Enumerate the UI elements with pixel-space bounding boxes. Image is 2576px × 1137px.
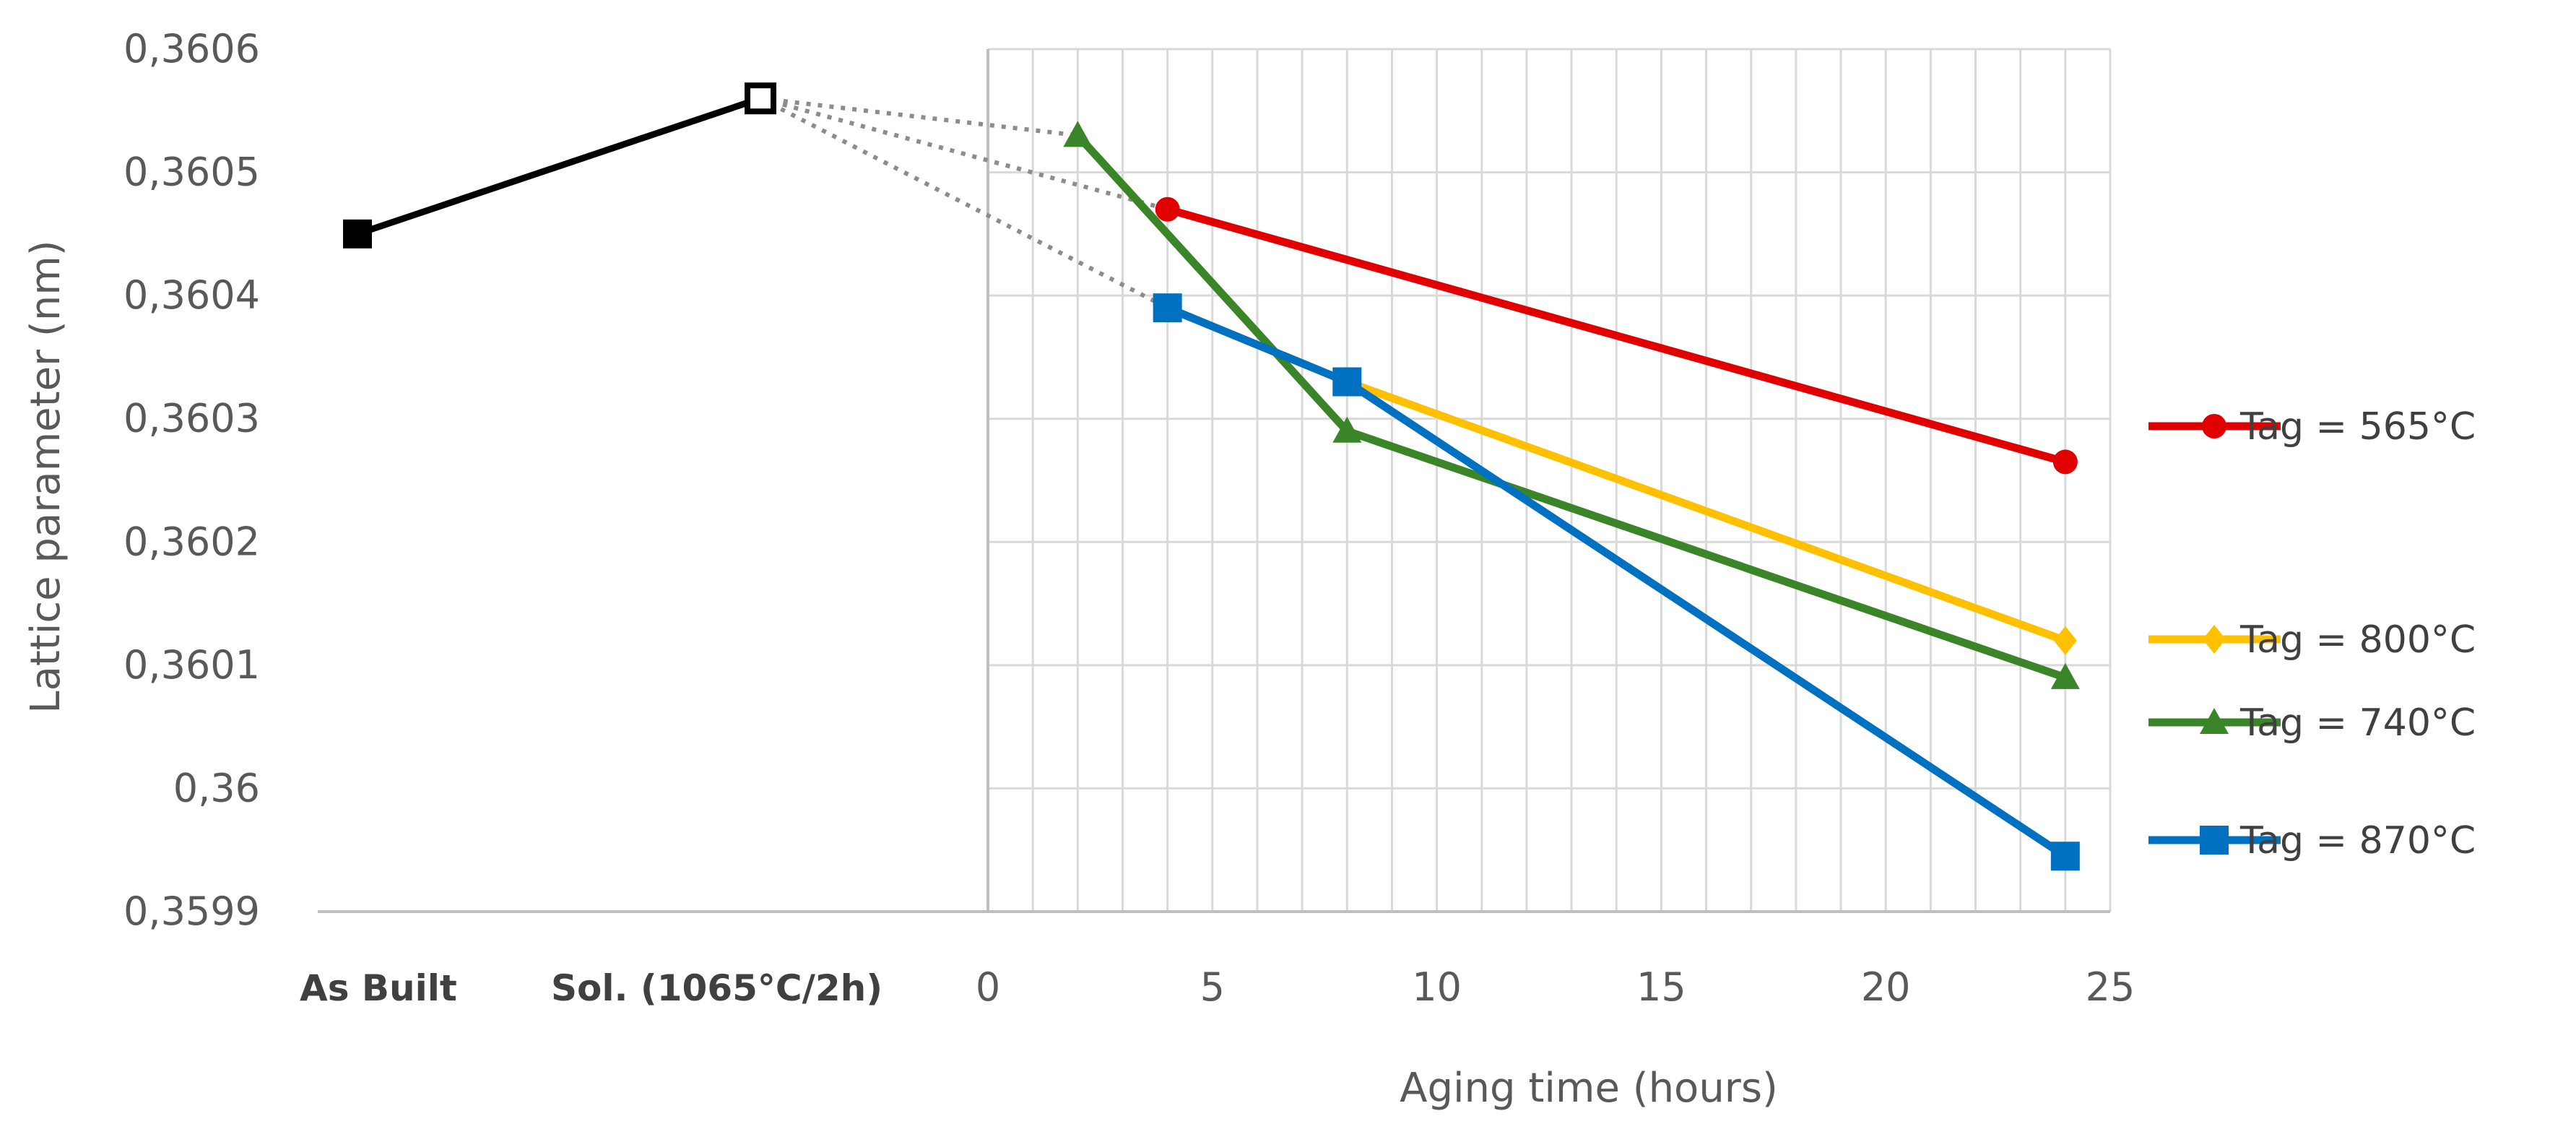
y-tick-label: 0,3604 (123, 272, 260, 318)
sol-marker (745, 82, 776, 115)
series-lines (343, 82, 2080, 871)
x-tick-label: 0 (976, 964, 1000, 1010)
dotted-connector (759, 96, 1169, 310)
legend-label: Tag = 800°C (2239, 618, 2476, 662)
legend: Tag = 565°C Tag = 800°C Tag = 740°C Tag = 8… (2148, 405, 2476, 863)
x-tick-label: 10 (1412, 964, 1462, 1010)
as-built-marker (343, 219, 372, 248)
legend-label: Tag = 870°C (2239, 819, 2476, 863)
square-series-point (1153, 293, 1182, 323)
legend-marker (2202, 414, 2226, 438)
y-tick-label: 0,36 (173, 765, 260, 810)
legend-marker (2200, 708, 2229, 734)
y-tick-label: 0,3603 (123, 396, 260, 441)
axes (318, 49, 2110, 913)
dotted-connector (760, 96, 1168, 212)
circle-series-point (1155, 196, 1180, 222)
y-tick-labels: 0,3599 0,36 0,3601 0,3602 0,3603 0,3604 0,3605… (123, 26, 260, 934)
square-series-point (2050, 842, 2080, 871)
legend-marker (2203, 625, 2226, 654)
category-label: Sol. (1065°C/2h) (551, 967, 882, 1009)
dotted-connector (760, 96, 1078, 138)
x-tick-label: 25 (2086, 964, 2135, 1010)
category-labels: As Built Sol. (1065°C/2h) (300, 967, 882, 1009)
plot-grid (988, 48, 2112, 912)
y-tick-label: 0,3605 (123, 150, 260, 195)
category-label: As Built (300, 967, 457, 1009)
dotted-connectors (759, 96, 1169, 310)
x-tick-label: 5 (1200, 964, 1225, 1010)
x-tick-labels: 0 5 10 15 20 25 (976, 964, 2135, 1010)
triangle-series-point (1063, 121, 1093, 147)
y-tick-label: 0,3599 (123, 889, 260, 934)
diamond-series-point (2053, 626, 2077, 655)
triangle-series-point (2050, 662, 2080, 689)
y-tick-label: 0,3606 (123, 26, 260, 72)
y-tick-label: 0,3602 (123, 519, 260, 564)
circle-series-point (2052, 449, 2078, 475)
legend-marker (2200, 826, 2229, 855)
x-tick-label: 20 (1861, 964, 1911, 1010)
x-tick-label: 15 (1636, 964, 1686, 1010)
as-built-to-sol-line (356, 95, 762, 238)
x-axis-title: Aging time (hours) (1400, 1065, 1778, 1112)
triangle-series-point (1332, 416, 1362, 443)
legend-label: Tag = 565°C (2239, 405, 2476, 449)
y-axis-title: Lattice parameter (nm) (22, 240, 69, 713)
y-tick-label: 0,3601 (123, 642, 260, 688)
circle-series-line (1166, 205, 2067, 466)
legend-label: Tag = 740°C (2239, 701, 2476, 745)
square-series-point (1332, 367, 1362, 397)
